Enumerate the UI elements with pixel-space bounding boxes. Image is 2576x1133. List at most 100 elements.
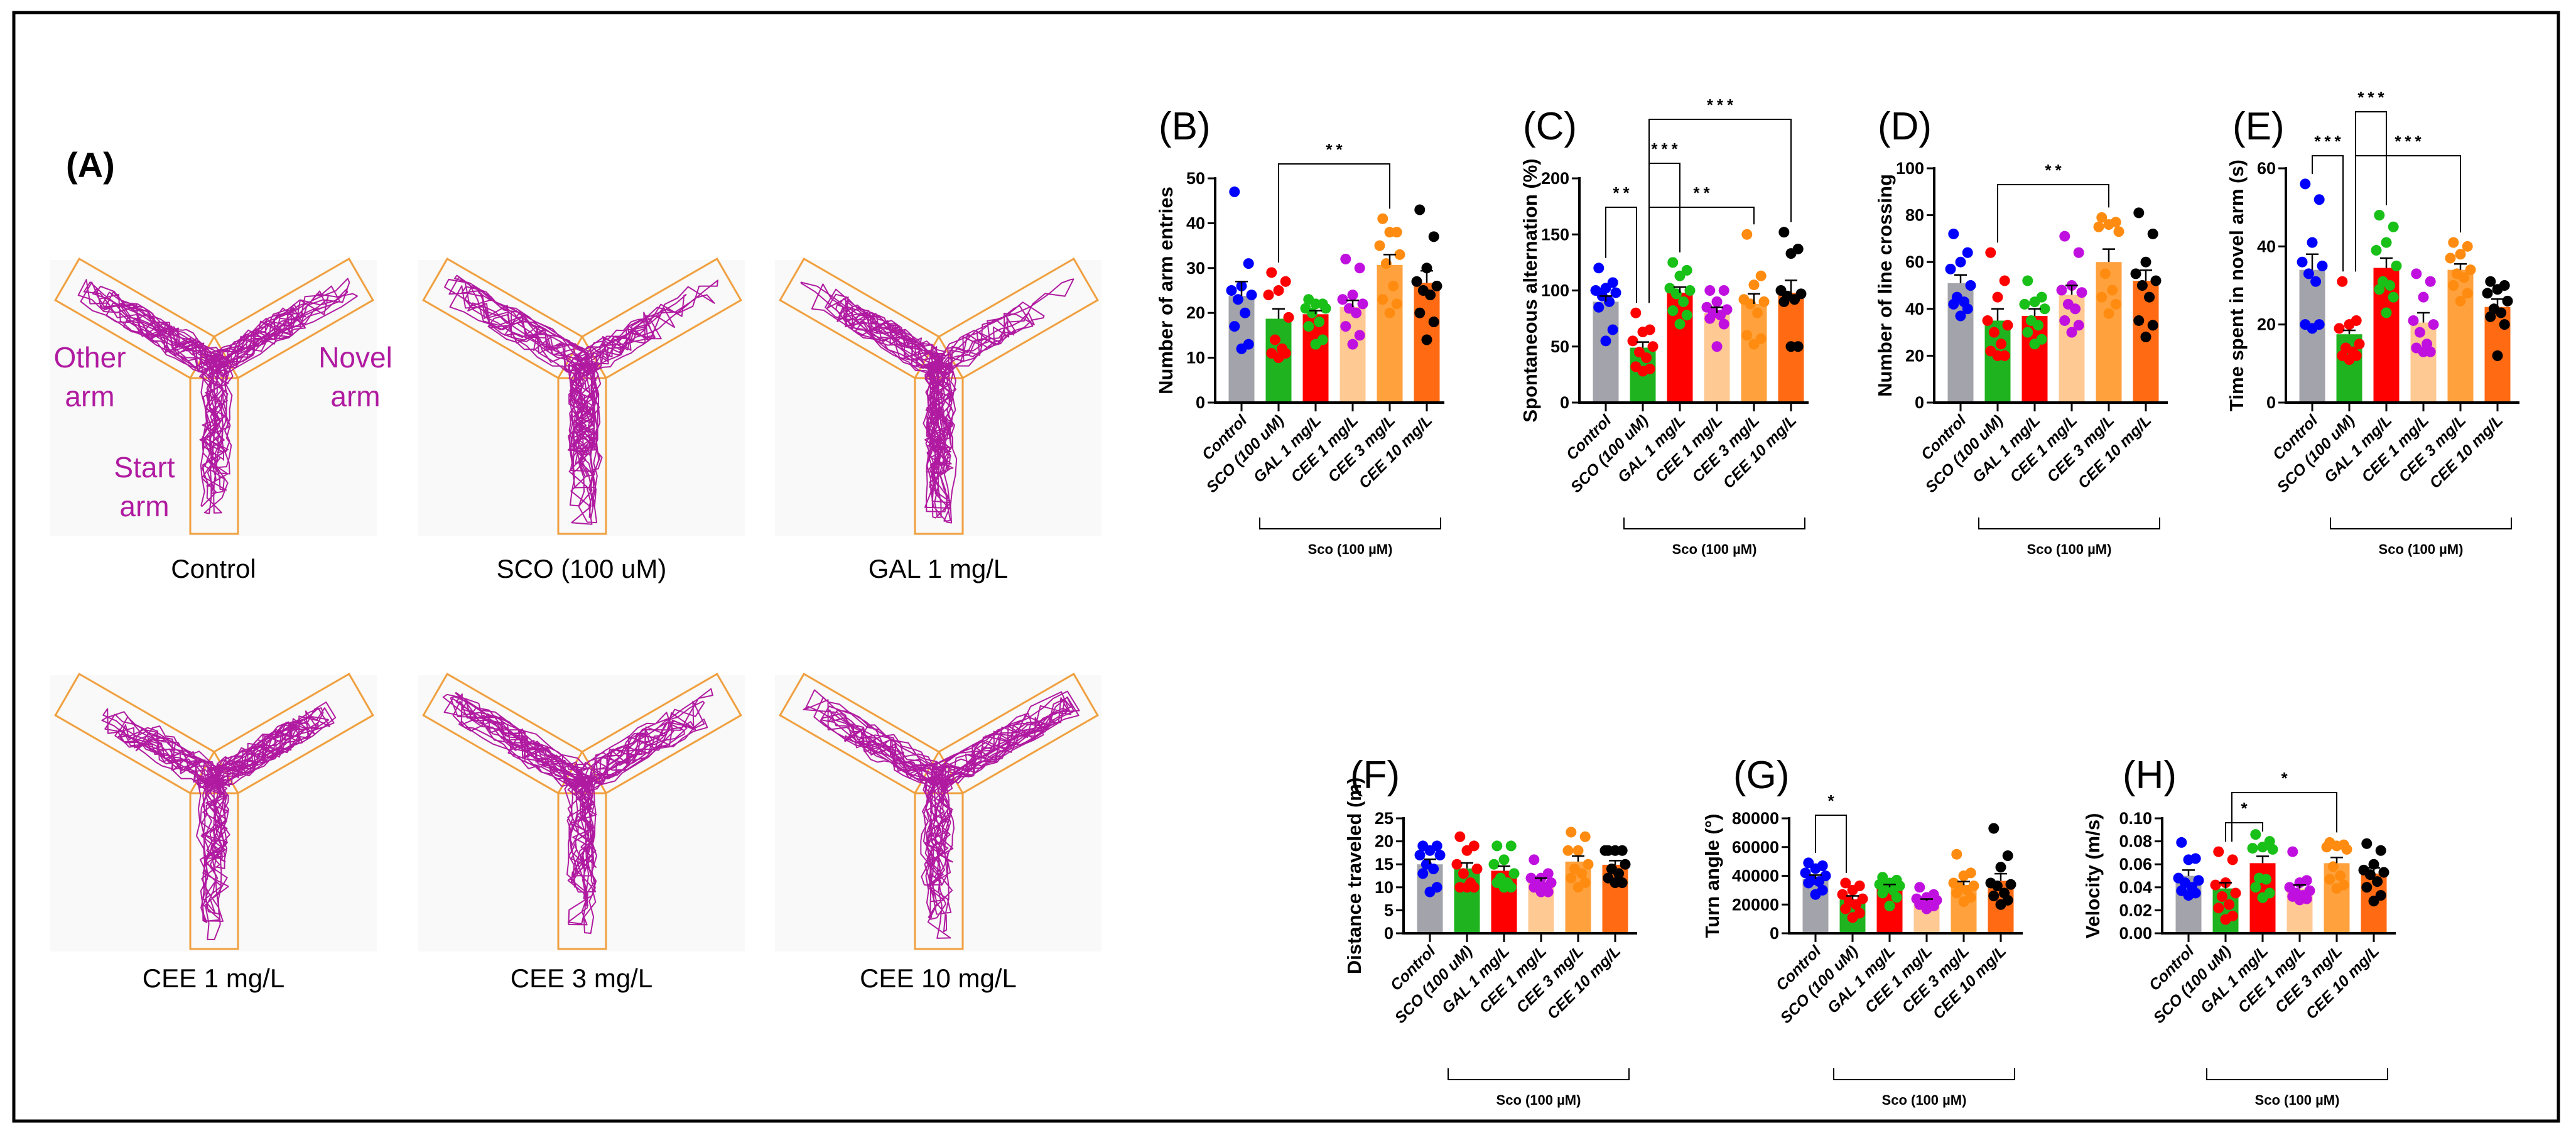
data-point [2334, 323, 2345, 334]
data-point [2130, 268, 2141, 279]
data-point [2133, 207, 2145, 219]
panel-a-label: (A) [66, 145, 115, 185]
y-tick-label: 10 [1186, 349, 1205, 367]
data-point [1357, 298, 1368, 310]
data-point [2465, 264, 2476, 276]
data-point [2029, 296, 2040, 308]
group-bracket [1833, 1068, 2015, 1080]
data-point [1955, 310, 1966, 322]
data-point [1704, 285, 1716, 296]
data-point [1718, 285, 1729, 296]
data-point [2300, 178, 2311, 190]
y-axis-title: Turn angle (°) [1701, 814, 1723, 938]
data-point [2022, 275, 2033, 286]
data-point [1451, 859, 1463, 870]
data-point [2459, 272, 2470, 283]
data-point [1803, 857, 1814, 869]
arm-label-other-line2: arm [65, 380, 114, 413]
data-point [1610, 287, 1621, 298]
data-point [2213, 846, 2224, 857]
data-point [2140, 256, 2151, 268]
data-point [2076, 287, 2087, 298]
data-point [2303, 268, 2314, 279]
data-point [1576, 868, 1588, 879]
data-point [2103, 308, 2114, 319]
data-point [1667, 305, 1679, 317]
data-point [2224, 899, 2235, 910]
data-point [2341, 843, 2352, 855]
data-point [1354, 330, 1365, 341]
data-point [2388, 291, 2399, 303]
bar-0 [2299, 269, 2325, 403]
y-maze-track-5 [775, 673, 1101, 951]
data-point [1741, 229, 1753, 240]
data-point [1877, 887, 1888, 899]
data-point [1310, 339, 1321, 350]
y-axis-title: Velocity (m/s) [2082, 813, 2104, 939]
y-axis-title: Time spent in novel arm (s) [2226, 160, 2248, 411]
data-point [1337, 294, 1348, 305]
maze-arm-outline [937, 258, 1099, 379]
data-point [2257, 892, 2268, 903]
data-point [1240, 307, 1251, 318]
significance-bracket [2225, 822, 2263, 842]
data-point [2445, 252, 2456, 264]
group-label: Sco (100 µM) [2379, 541, 2464, 557]
data-point [1988, 891, 2000, 902]
condition-label: CEE 1 mg/L [143, 963, 284, 993]
data-point [2183, 890, 2194, 901]
data-point [2029, 339, 2040, 350]
data-point [1711, 341, 1723, 352]
data-point [1884, 901, 1895, 912]
data-point [2361, 882, 2373, 893]
data-point [1314, 316, 1325, 327]
data-point [1414, 850, 1426, 861]
panel-label: (B) [1159, 105, 1211, 148]
condition-label: GAL 1 mg/L [869, 554, 1009, 583]
data-point [1566, 872, 1577, 884]
data-point [1377, 294, 1388, 305]
panel-label: (H) [2123, 754, 2177, 797]
y-tick-label: 25 [1375, 809, 1394, 828]
data-point [1498, 882, 1510, 893]
data-point [1391, 298, 1402, 310]
significance-bracket [1648, 119, 1792, 303]
y-maze-track-4 [418, 673, 745, 951]
significance-label: ** [1326, 140, 1346, 159]
data-point [1704, 313, 1716, 324]
y-tick-label: 15 [1375, 855, 1394, 874]
data-point [2307, 323, 2318, 334]
data-point [2368, 896, 2379, 907]
data-point [1641, 352, 1652, 364]
data-point [2287, 846, 2298, 857]
data-point [2448, 237, 2459, 248]
data-point [1741, 330, 1753, 341]
panel-a-mazes: Control Other arm Novel arm Start arm SCO (100 … [50, 258, 1101, 993]
group-label: Sco (100 µM) [1882, 1092, 1967, 1108]
data-point [2033, 320, 2044, 331]
data-point [1374, 240, 1385, 251]
data-point [1718, 318, 1729, 330]
data-point [1384, 307, 1395, 318]
data-point [1424, 845, 1436, 856]
data-point [2210, 879, 2221, 891]
data-point [2344, 354, 2355, 366]
significance-label: *** [2314, 132, 2344, 151]
bar-4 [2096, 262, 2122, 403]
data-point [2019, 298, 2030, 310]
data-point [2496, 307, 2507, 318]
data-point [2147, 228, 2158, 239]
data-point [1320, 303, 1331, 314]
y-tick-label: 50 [1186, 169, 1205, 188]
data-point [1948, 298, 1959, 310]
data-point [1620, 859, 1631, 870]
significance-bracket [2231, 792, 2337, 842]
data-point [2492, 350, 2503, 361]
data-point [1988, 327, 2000, 338]
arm-label-novel-line2: arm [330, 380, 380, 413]
data-point [1471, 864, 1483, 875]
arm-label-novel-line1: Novel [318, 341, 392, 374]
data-point [1351, 307, 1362, 318]
data-point [2059, 230, 2070, 242]
